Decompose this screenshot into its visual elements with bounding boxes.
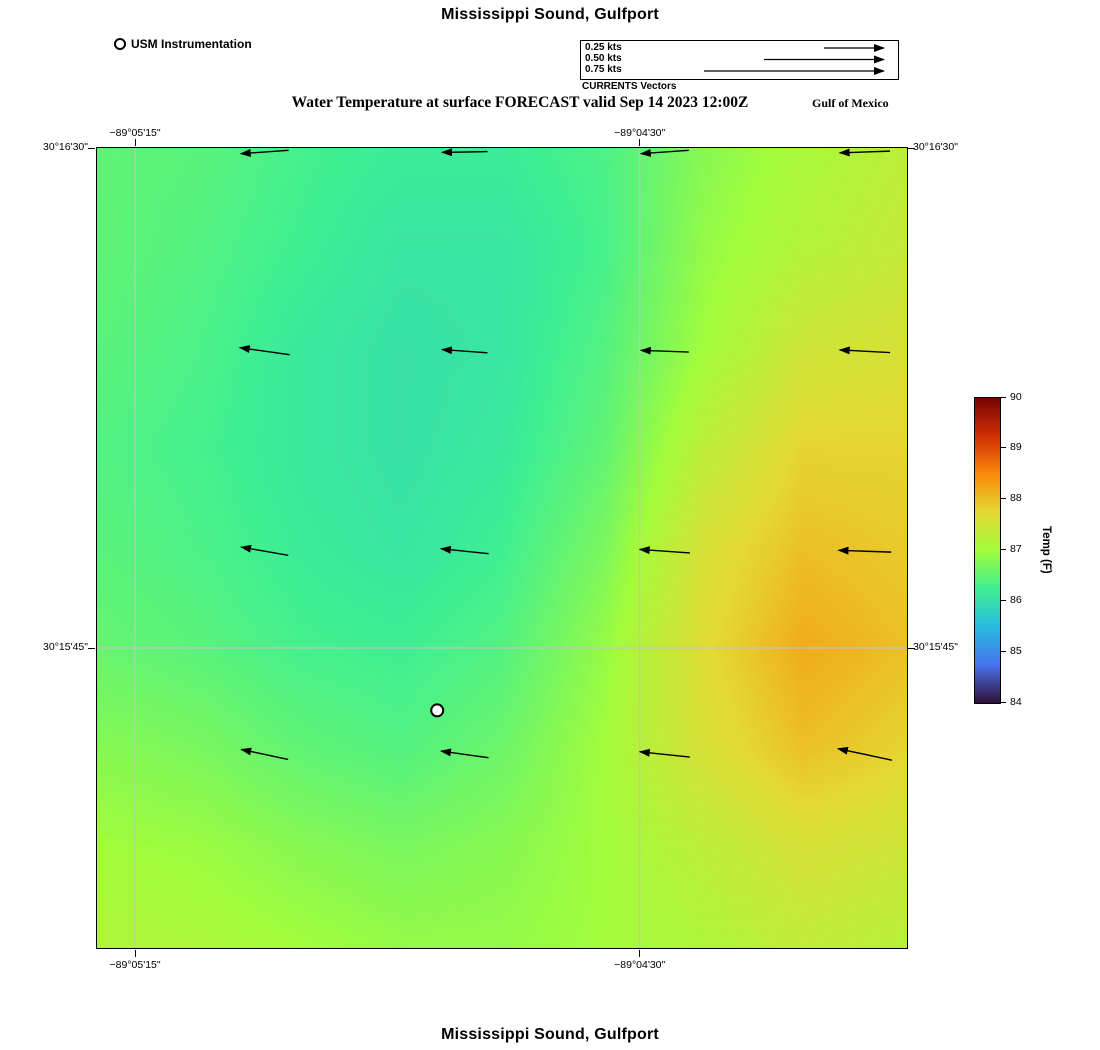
region-label: Gulf of Mexico (812, 96, 889, 110)
x-tick-mark-bottom (639, 950, 641, 957)
y-tick-mark-left (88, 647, 95, 649)
x-tick-mark-bottom (134, 950, 136, 957)
colorbar-tick-label: 87 (1010, 543, 1022, 555)
colorbar-tick-mark (1001, 498, 1006, 500)
colorbar-tick-label: 84 (1010, 695, 1022, 708)
y-tick-mark-right (908, 647, 915, 649)
y-tick-mark-left (88, 147, 95, 149)
colorbar-tick-label: 89 (1010, 441, 1022, 454)
current-vector-arrow (439, 545, 489, 554)
map-plot (95, 146, 908, 949)
x-tick-label-bottom: −89°04'30" (614, 959, 666, 971)
colorbar-gradient-canvas (975, 398, 1000, 703)
instrumentation-legend-label: USM Instrumentation (131, 37, 252, 51)
colorbar-tick-mark (1001, 599, 1006, 601)
colorbar-tick-mark (1001, 396, 1006, 398)
colorbar-title: Temp (F) (1040, 525, 1052, 574)
currents-legend-arrows (704, 44, 885, 75)
current-vector-arrow (638, 545, 690, 554)
station-marker (429, 702, 444, 717)
current-vector-arrow (239, 544, 288, 556)
currents-legend-item-label: 0.25 kts (585, 42, 622, 53)
currents-legend-title: CURRENTS Vectors (582, 81, 677, 92)
current-vector-arrow (239, 747, 288, 760)
current-vector-arrow (638, 748, 690, 758)
y-tick-label-left: 30°16'30" (43, 141, 88, 153)
colorbar (974, 397, 1001, 704)
current-vector-arrow (838, 148, 890, 157)
y-tick-label-right: 30°16'30" (913, 141, 958, 153)
current-vector-arrow (836, 546, 891, 555)
current-vector-arrow (639, 346, 689, 355)
bottom-page-title: Mississippi Sound, Gulfport (441, 1026, 659, 1043)
station-marker-icon (114, 38, 126, 50)
colorbar-tick-mark (1001, 650, 1006, 652)
y-tick-label-right: 30°15'45" (913, 641, 958, 653)
current-vector-arrow (440, 147, 488, 156)
current-vector-arrow (836, 746, 892, 761)
colorbar-tick-label: 85 (1010, 644, 1022, 657)
current-vector-arrow (439, 747, 489, 758)
x-tick-mark-top (134, 139, 136, 146)
colorbar-tick-mark (1001, 447, 1006, 449)
colorbar-tick-label: 90 (1010, 390, 1022, 403)
current-vector-arrow (238, 344, 290, 355)
colorbar-tick-mark (1001, 701, 1006, 703)
currents-legend-item-label: 0.75 kts (585, 64, 622, 75)
map-overlay (96, 147, 907, 948)
currents-legend-item-label: 0.50 kts (585, 53, 622, 64)
x-tick-label-bottom: −89°05'15" (109, 959, 161, 971)
colorbar-tick-label: 86 (1010, 593, 1022, 606)
y-tick-label-left: 30°15'45" (43, 641, 88, 653)
current-vector-arrow (440, 345, 488, 354)
x-tick-label-top: −89°05'15" (109, 127, 161, 139)
page-title: Mississippi Sound, Gulfport (441, 6, 659, 23)
colorbar-tick-label: 88 (1010, 492, 1022, 505)
temperature-heatmap-canvas (96, 147, 907, 948)
y-tick-mark-right (908, 147, 915, 149)
x-tick-label-top: −89°04'30" (614, 127, 666, 139)
instrumentation-legend: USM Instrumentation (114, 37, 252, 51)
x-tick-mark-top (639, 139, 641, 146)
current-vector-arrow (838, 345, 890, 354)
currents-legend: 0.25 kts 0.50 kts 0.75 kts (580, 40, 899, 80)
colorbar-tick-mark (1001, 549, 1006, 550)
forecast-subtitle: Water Temperature at surface FORECAST va… (291, 94, 749, 111)
current-vector-arrow (639, 148, 689, 157)
current-vector-arrow (239, 148, 289, 157)
